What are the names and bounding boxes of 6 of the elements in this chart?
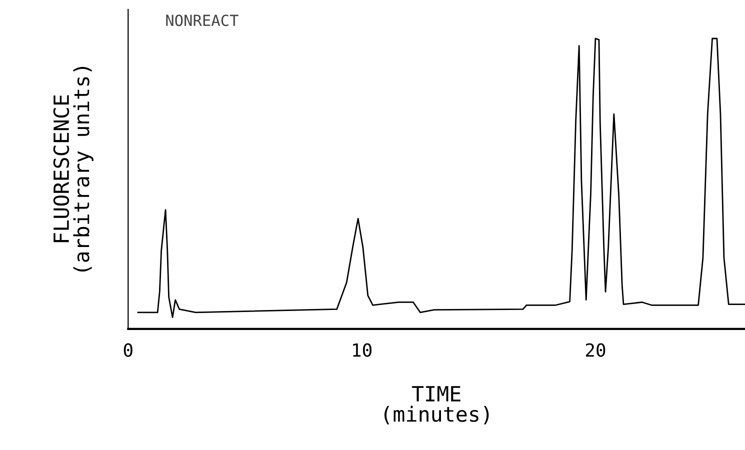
x-axis-title: TIME (minutes) — [384, 386, 489, 424]
x-tick-label: 0 — [124, 343, 132, 357]
x-tick-label: 10 — [353, 343, 372, 357]
text: NONREACT — [166, 14, 238, 26]
x-tick-label: 20 — [586, 343, 606, 357]
y-axis-title: FLUORESCENCE (arbitrary units) — [53, 66, 94, 272]
